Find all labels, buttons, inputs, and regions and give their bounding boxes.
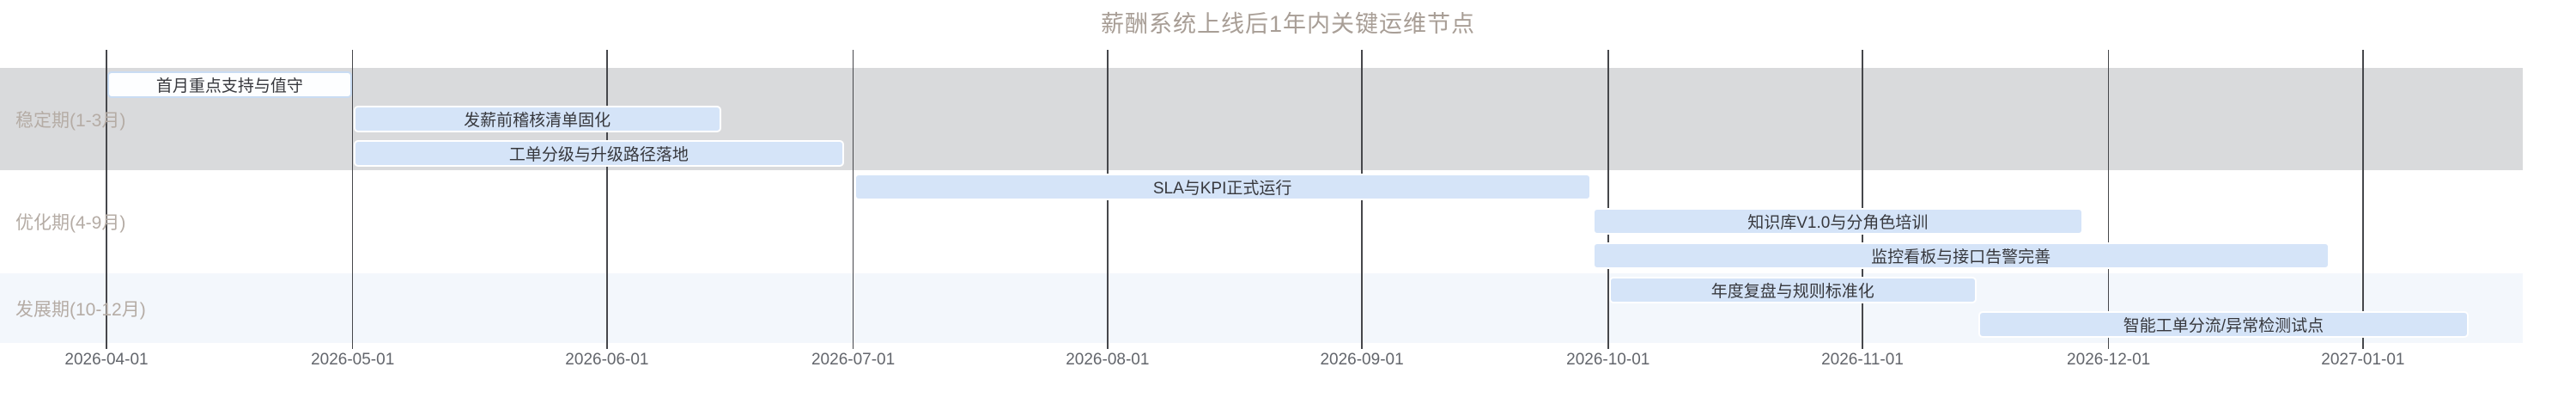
- month-gridline: [606, 50, 608, 349]
- row-label: 发展期(10-12月): [15, 299, 146, 320]
- axis-tick-label: 2026-11-01: [1821, 351, 1904, 369]
- month-gridline: [351, 50, 354, 349]
- task-bar: 工单分级与升级路径落地: [353, 140, 845, 167]
- task-bar: 发薪前稽核清单固化: [353, 106, 721, 132]
- chart-title: 薪酬系统上线后1年内关键运维节点: [1100, 11, 1475, 37]
- month-gridline: [1862, 50, 1863, 349]
- task-bar: 监控看板与接口告警完善: [1592, 242, 2330, 269]
- axis-tick-label: 2026-05-01: [311, 351, 395, 369]
- axis-tick-label: 2026-07-01: [811, 351, 896, 369]
- task-bar: 知识库V1.0与分角色培训: [1592, 208, 2083, 235]
- month-gridline: [106, 50, 107, 349]
- axis-tick-label: 2026-12-01: [2067, 351, 2151, 369]
- task-bar: 年度复盘与规则标准化: [1608, 277, 1977, 303]
- axis-tick-label: 2026-08-01: [1066, 351, 1150, 369]
- month-gridline: [2362, 50, 2364, 349]
- axis-tick-label: 2026-09-01: [1320, 351, 1404, 369]
- axis-tick-label: 2027-01-01: [2321, 351, 2405, 369]
- task-bar: 智能工单分流/异常检测试点: [1978, 311, 2470, 338]
- row-label: 优化期(4-9月): [15, 213, 126, 233]
- row-label: 稳定期(1-3月): [15, 110, 126, 131]
- month-gridline: [852, 50, 854, 349]
- axis-tick-label: 2026-04-01: [64, 351, 149, 369]
- axis-tick-label: 2026-10-01: [1566, 351, 1650, 369]
- task-bar: 首月重点支持与值守: [107, 71, 352, 98]
- axis-tick-label: 2026-06-01: [565, 351, 649, 369]
- task-bar: SLA与KPI正式运行: [854, 174, 1591, 200]
- month-gridline: [1607, 50, 1609, 349]
- month-gridline: [2107, 50, 2110, 349]
